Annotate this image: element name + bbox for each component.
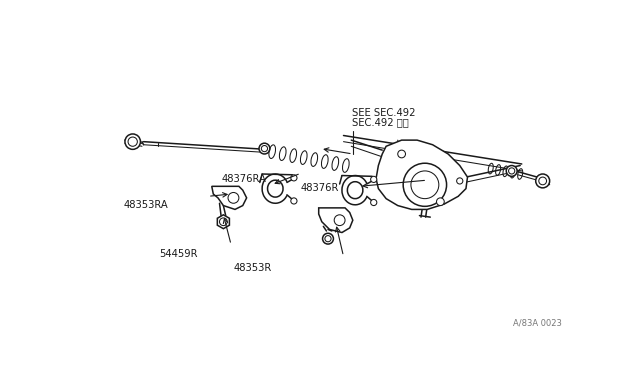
- Circle shape: [397, 150, 406, 158]
- Circle shape: [323, 233, 333, 244]
- Text: SEE SEC.492: SEE SEC.492: [352, 108, 415, 118]
- Circle shape: [536, 174, 550, 188]
- Circle shape: [228, 192, 239, 203]
- Text: 48376RA: 48376RA: [221, 174, 266, 184]
- Circle shape: [334, 215, 345, 225]
- Circle shape: [371, 176, 377, 183]
- Circle shape: [220, 218, 227, 225]
- Circle shape: [411, 171, 439, 199]
- Circle shape: [506, 166, 517, 176]
- Circle shape: [436, 198, 444, 206]
- Circle shape: [371, 199, 377, 206]
- Circle shape: [291, 175, 297, 181]
- Circle shape: [261, 145, 268, 152]
- Circle shape: [259, 143, 270, 154]
- Polygon shape: [218, 215, 229, 229]
- Polygon shape: [212, 186, 246, 209]
- Circle shape: [291, 198, 297, 204]
- Circle shape: [325, 235, 331, 242]
- Text: 48376R: 48376R: [301, 183, 339, 193]
- Circle shape: [128, 137, 138, 146]
- Text: 48353RA: 48353RA: [124, 200, 168, 210]
- Circle shape: [403, 163, 447, 206]
- Text: 54459R: 54459R: [159, 249, 198, 259]
- Circle shape: [457, 178, 463, 184]
- Polygon shape: [319, 208, 353, 232]
- Circle shape: [509, 168, 515, 174]
- Polygon shape: [376, 140, 467, 209]
- Text: A/83A 0023: A/83A 0023: [513, 318, 562, 328]
- Circle shape: [125, 134, 140, 150]
- Text: 48353R: 48353R: [234, 263, 272, 273]
- Text: SEC.492 参照: SEC.492 参照: [352, 118, 408, 128]
- Circle shape: [539, 177, 547, 185]
